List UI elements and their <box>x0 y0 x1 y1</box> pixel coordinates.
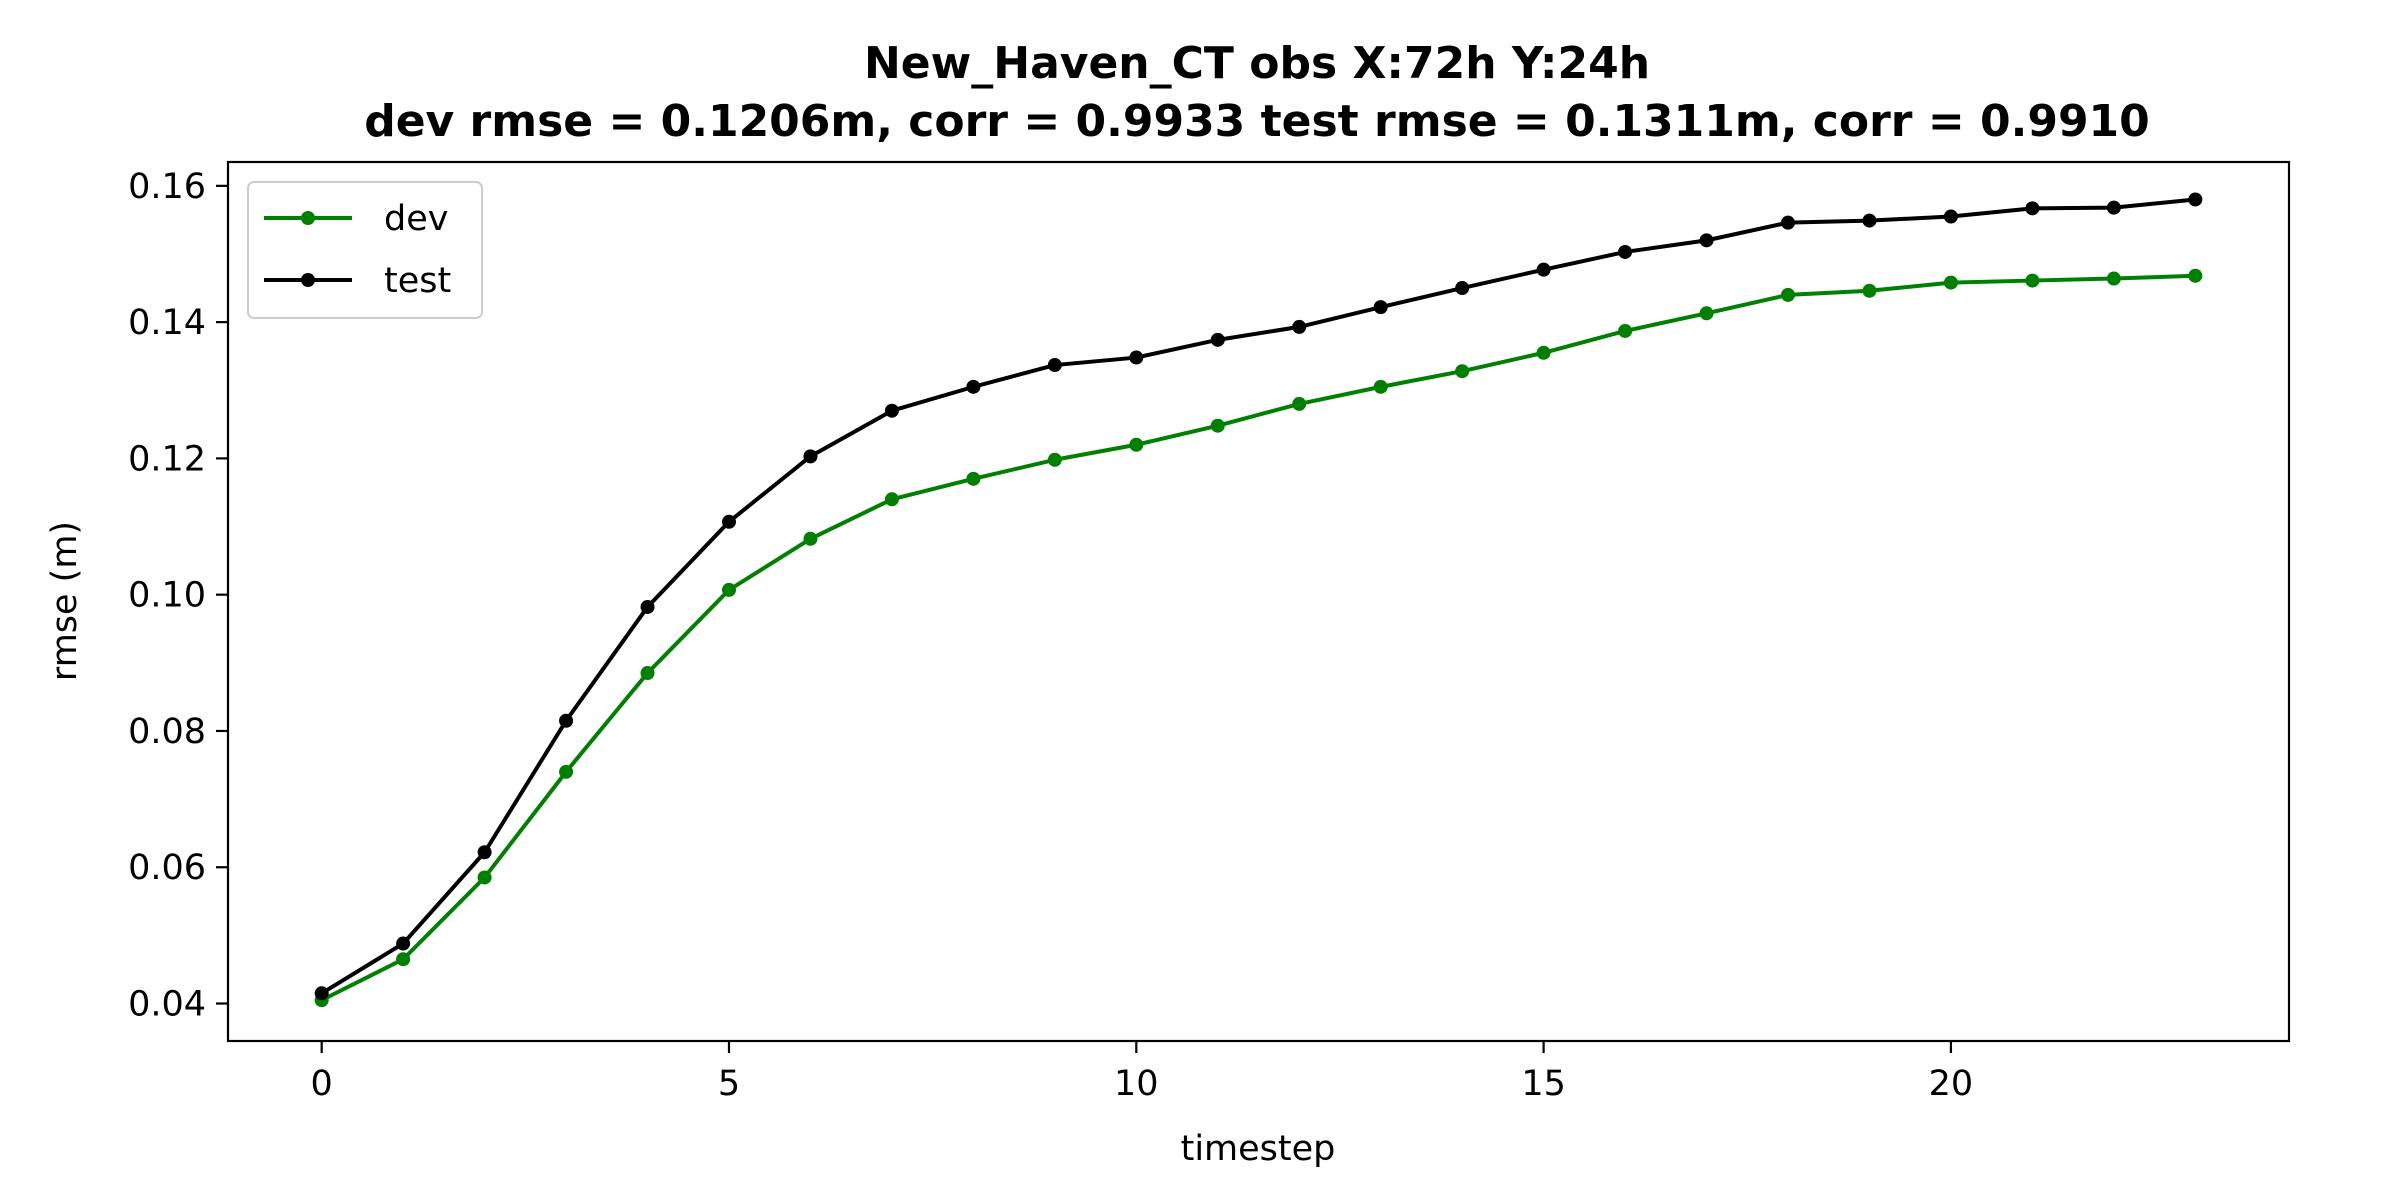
data-point-dev <box>803 531 818 546</box>
data-point-test <box>1210 332 1225 347</box>
y-tick-label: 0.10 <box>128 576 206 616</box>
y-tick-label: 0.14 <box>128 303 206 343</box>
data-point-dev <box>396 952 411 967</box>
data-point-test <box>1699 233 1714 248</box>
legend-label-test: test <box>384 261 451 301</box>
x-tick-label: 20 <box>1929 1064 1974 1104</box>
data-point-dev <box>2106 271 2121 286</box>
data-point-test <box>1373 300 1388 315</box>
data-point-dev <box>721 582 736 597</box>
data-point-dev <box>966 471 981 486</box>
x-tick-label: 15 <box>1521 1064 1566 1104</box>
data-point-test <box>884 403 899 418</box>
data-point-test <box>640 599 655 614</box>
data-point-test <box>2188 192 2203 207</box>
plot-frame <box>226 160 2291 1043</box>
data-point-test <box>1455 281 1470 296</box>
data-point-dev <box>1455 364 1470 379</box>
data-point-test <box>2106 200 2121 215</box>
data-point-test <box>1618 244 1633 259</box>
data-point-test <box>1536 262 1551 277</box>
data-point-dev <box>477 870 492 885</box>
y-tick-label: 0.08 <box>128 712 206 752</box>
data-point-test <box>803 449 818 464</box>
data-point-dev <box>1129 437 1144 452</box>
data-point-dev <box>1292 396 1307 411</box>
data-point-test <box>1292 319 1307 334</box>
chart-title: New_Haven_CT obs X:72h Y:24h <box>864 38 1650 89</box>
series-line-dev <box>320 273 2196 1002</box>
data-point-dev <box>1862 283 1877 298</box>
data-point-dev <box>559 764 574 779</box>
data-point-dev <box>1210 418 1225 433</box>
data-point-dev <box>884 492 899 507</box>
data-point-test <box>477 845 492 860</box>
x-tick-label: 5 <box>718 1064 740 1104</box>
data-point-test <box>314 986 329 1001</box>
legend-marker-dev <box>301 211 315 225</box>
y-tick-label: 0.04 <box>128 985 206 1025</box>
data-point-test <box>721 514 736 529</box>
data-point-dev <box>1536 345 1551 360</box>
legend: dev test <box>247 181 483 319</box>
data-point-test <box>1862 213 1877 228</box>
data-point-test <box>1943 209 1958 224</box>
data-point-test <box>396 936 411 951</box>
chart-subtitle: dev rmse = 0.1206m, corr = 0.9933 test r… <box>364 96 2150 147</box>
data-point-test <box>1129 350 1144 365</box>
y-tick-label: 0.16 <box>128 167 206 207</box>
data-point-test <box>559 713 574 728</box>
data-point-test <box>966 379 981 394</box>
x-axis-label: timestep <box>1181 1129 1336 1169</box>
y-axis-label: rmse (m) <box>45 521 85 681</box>
y-tick-label: 0.12 <box>128 439 206 479</box>
data-point-dev <box>1781 287 1796 302</box>
data-point-test <box>1047 358 1062 373</box>
y-axis: 0.04 0.06 0.08 0.10 0.12 0.14 0.16 <box>128 167 228 1025</box>
data-point-dev <box>2025 273 2040 288</box>
x-axis: 0 5 10 15 20 <box>311 1041 1974 1104</box>
y-tick-label: 0.06 <box>128 848 206 888</box>
data-point-dev <box>1373 379 1388 394</box>
legend-label-dev: dev <box>384 199 448 239</box>
legend-marker-test <box>301 273 315 287</box>
data-point-dev <box>1618 323 1633 338</box>
data-point-test <box>2025 201 2040 216</box>
data-point-dev <box>2188 268 2203 283</box>
data-point-dev <box>1699 306 1714 321</box>
x-tick-label: 10 <box>1114 1064 1159 1104</box>
data-point-dev <box>640 666 655 681</box>
series-layer <box>314 192 2203 1008</box>
data-point-test <box>1781 215 1796 230</box>
x-tick-label: 0 <box>311 1064 333 1104</box>
data-point-dev <box>1943 275 1958 290</box>
series-line-test <box>320 197 2196 996</box>
data-point-dev <box>1047 452 1062 467</box>
